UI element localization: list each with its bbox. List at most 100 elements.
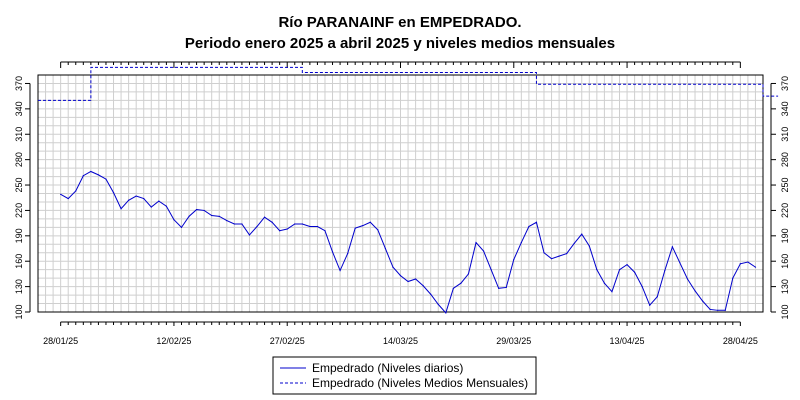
x-tick-label: 28/01/25 xyxy=(43,336,78,346)
series-point-daily xyxy=(218,215,220,217)
plot-frame xyxy=(37,74,764,313)
y-tick-label-right: 220 xyxy=(780,203,790,218)
y-tick-label-right: 190 xyxy=(780,228,790,243)
series-point-daily xyxy=(717,309,719,311)
series-point-daily xyxy=(603,282,606,284)
series-point-daily xyxy=(158,200,160,202)
series-point-daily xyxy=(347,253,349,255)
series-point-daily xyxy=(656,296,658,298)
series-point-daily xyxy=(279,230,281,232)
series-point-daily xyxy=(384,247,386,250)
series-line-monthly xyxy=(38,66,779,101)
series-point-daily xyxy=(611,291,613,293)
y-tick-label-right: 340 xyxy=(780,101,790,116)
series-point-daily xyxy=(732,277,734,279)
series-point-daily xyxy=(309,225,311,228)
series-point-daily xyxy=(377,229,379,231)
series-point-daily xyxy=(679,262,681,264)
series-point-daily xyxy=(641,286,643,288)
series-point-daily xyxy=(331,251,334,253)
series-point-daily xyxy=(294,223,296,225)
series-point-daily xyxy=(566,253,568,255)
series-point-daily xyxy=(588,245,590,247)
y-tick-label-left: 220 xyxy=(14,203,24,218)
series-point-daily xyxy=(709,308,711,311)
legend-label-daily: Empedrado (Niveles diarios) xyxy=(312,361,463,375)
axes: 28/01/25 12/02/25 27/02/25 14/03/25 29/03/25… xyxy=(14,61,790,346)
series-point-daily xyxy=(271,221,273,223)
series-point-daily xyxy=(498,287,500,289)
series-group xyxy=(38,66,779,314)
series-point-daily xyxy=(301,223,303,225)
y-tick-label-right: 280 xyxy=(780,152,790,167)
series-point-daily xyxy=(339,269,341,272)
y-tick-label-left: 250 xyxy=(14,178,24,193)
series-point-daily xyxy=(316,225,319,228)
series-point-daily xyxy=(120,208,122,210)
series-point-daily xyxy=(618,269,621,271)
series-point-daily xyxy=(286,228,288,230)
x-tick-label: 12/02/25 xyxy=(156,336,191,346)
series-point-daily xyxy=(482,250,485,252)
series-point-daily xyxy=(90,170,92,173)
y-tick-label-left: 160 xyxy=(14,254,24,269)
series-point-daily xyxy=(754,266,757,268)
series-point-daily xyxy=(369,221,371,223)
series-point-daily xyxy=(324,230,326,232)
y-tick-label-left: 280 xyxy=(14,152,24,167)
series-point-daily xyxy=(362,225,364,227)
series-point-daily xyxy=(701,300,704,302)
y-tick-label-right: 100 xyxy=(780,304,790,319)
series-point-daily xyxy=(399,275,402,277)
y-tick-label-left: 370 xyxy=(14,76,24,91)
series-point-daily xyxy=(415,278,417,280)
y-tick-label-right: 370 xyxy=(780,76,790,91)
series-point-daily xyxy=(596,269,598,271)
series-point-daily xyxy=(535,221,538,223)
series-point-daily xyxy=(422,285,424,287)
legend-box xyxy=(272,356,537,395)
series-point-daily xyxy=(626,264,628,266)
chart-subtitle: Periodo enero 2025 a abril 2025 y nivele… xyxy=(185,35,615,52)
x-tick-label: 29/03/25 xyxy=(496,336,531,346)
series-point-daily xyxy=(513,258,515,261)
series-point-daily xyxy=(505,286,507,289)
x-tick-label: 13/04/25 xyxy=(610,336,645,346)
series-point-daily xyxy=(581,233,583,235)
series-point-daily xyxy=(97,174,100,176)
series-point-daily xyxy=(671,246,673,248)
series-point-daily xyxy=(694,290,696,292)
series-point-daily xyxy=(165,205,167,207)
series-point-daily xyxy=(558,255,560,257)
series-point-daily xyxy=(60,193,62,195)
series-point-daily xyxy=(354,227,356,229)
series-point-daily xyxy=(664,269,666,272)
series-point-daily xyxy=(233,223,235,225)
y-tick-label-left: 190 xyxy=(14,228,24,243)
series-point-daily xyxy=(475,241,477,244)
y-tick-label-right: 160 xyxy=(780,254,790,269)
series-point-daily xyxy=(467,273,470,275)
series-point-daily xyxy=(460,282,462,284)
x-tick-label: 14/03/25 xyxy=(383,336,418,346)
series-point-daily xyxy=(407,280,409,283)
series-point-daily xyxy=(543,252,545,254)
y-tick-label-right: 130 xyxy=(780,279,790,294)
series-point-daily xyxy=(226,219,228,222)
series-point-daily xyxy=(686,278,689,280)
plot-grid xyxy=(37,74,764,313)
y-tick-label-left: 130 xyxy=(14,279,24,294)
legend-label-monthly: Empedrado (Niveles Medios Mensuales) xyxy=(312,376,528,390)
series-point-daily xyxy=(82,175,84,177)
y-tick-label-left: 310 xyxy=(14,127,24,142)
series-point-daily xyxy=(67,197,69,200)
series-point-daily xyxy=(634,271,636,273)
series-point-daily xyxy=(256,225,258,228)
series-point-daily xyxy=(520,241,522,244)
series-point-daily xyxy=(445,312,447,314)
y-tick-label-left: 340 xyxy=(14,101,24,116)
series-point-daily xyxy=(550,258,553,260)
series-point-daily xyxy=(195,208,198,211)
series-point-daily xyxy=(739,263,741,265)
